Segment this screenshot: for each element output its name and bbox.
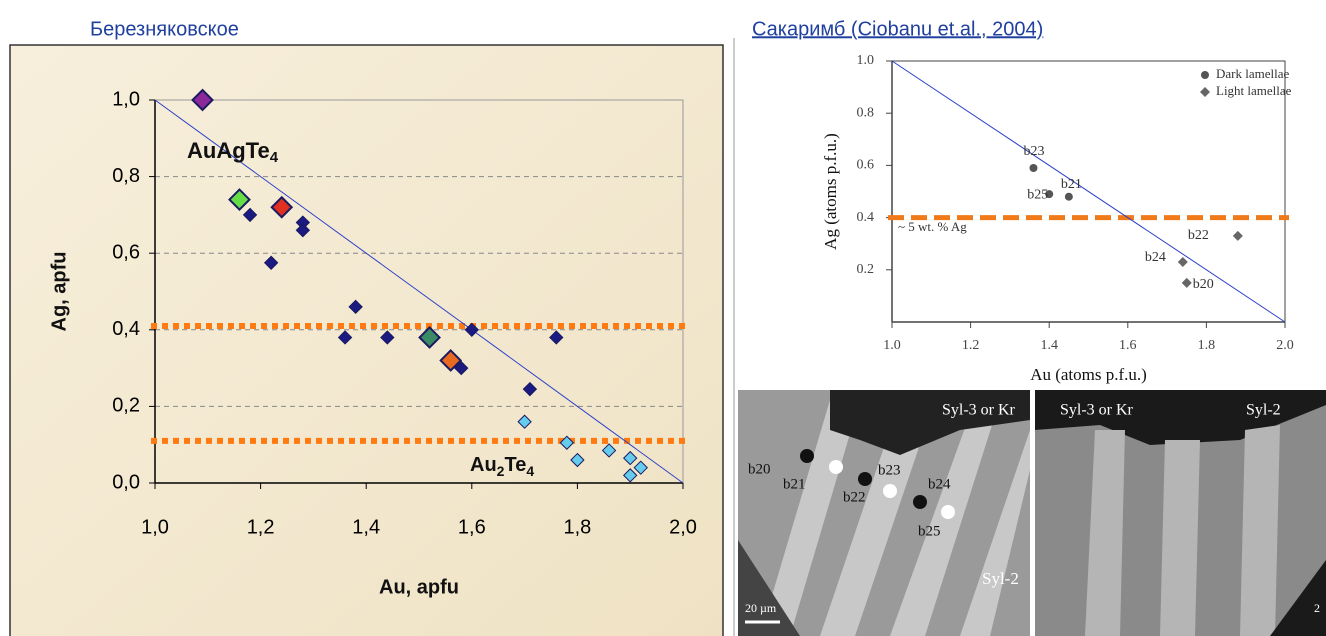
spot [800,449,814,463]
photo-label: b25 [918,523,941,539]
photo-label: Syl-2 [982,569,1019,588]
annotation-sub: 2 [497,463,505,479]
photo-label: b23 [878,462,901,478]
figure: Березняковское Сакаримб (Ciobanu et.al.,… [0,0,1326,636]
chart-title: Березняковское [90,18,239,40]
y-tick-label: 0.2 [857,262,875,277]
annotation-part: Te [504,454,526,476]
spot [829,460,843,474]
spot [913,495,927,509]
x-tick-label: 1.2 [962,338,980,353]
photo-label: 2 [1314,601,1320,615]
point [1029,164,1037,172]
annotation-part: AuAgTe [187,138,270,163]
photo-label: 20 µm [745,601,777,615]
spot [858,472,872,486]
x-tick-label: 1,6 [458,516,486,538]
x-tick-label: 1,2 [247,516,275,538]
y-axis-title: Ag (atoms p.f.u.) [821,133,840,250]
y-tick-label: 0,6 [112,241,140,263]
x-tick-label: 1.0 [883,338,901,353]
left-panel [10,45,723,636]
annotation-sub: 4 [270,149,279,166]
photo-label: Syl-3 or Kr [1060,402,1134,419]
y-tick-label: 0,4 [112,318,140,340]
photo-label: b21 [783,476,806,492]
photo-label: Syl-3 or Kr [942,402,1016,419]
y-tick-label: 0,8 [112,165,140,187]
y-tick-label: 0,0 [112,471,140,493]
chart-title: Сакаримб (Ciobanu et.al., 2004) [752,18,1043,40]
x-tick-label: 2,0 [669,516,697,538]
annotation-sub: 4 [526,463,534,479]
x-tick-label: 1,4 [352,516,380,538]
point [1065,193,1073,201]
photo: Syl-3 or Kr b20 b21 b22 b23 b24 b25 Syl-… [738,390,1030,636]
annotation-part: Au [470,454,497,476]
x-axis-title: Au, apfu [379,576,459,598]
point-label: b22 [1188,228,1209,243]
y-axis-title: Ag, apfu [48,252,70,332]
point-label: b23 [1023,144,1044,159]
stripes [1085,425,1280,636]
legend-label: Light lamellae [1216,83,1292,98]
y-tick-label: 0.8 [857,105,875,120]
point-label: b25 [1027,187,1048,202]
page: Березняковское Сакаримб (Ciobanu et.al.,… [0,0,1326,636]
photo-label: Syl-2 [1246,402,1281,419]
y-tick-label: 0.4 [857,210,875,225]
y-tick-label: 1.0 [857,53,875,68]
legend-marker [1201,71,1209,79]
x-tick-label: 1.6 [1119,338,1137,353]
point-label: b24 [1145,250,1166,265]
spot [941,505,955,519]
photo-label: b22 [843,489,866,505]
x-tick-label: 1,0 [141,516,169,538]
x-tick-label: 1.8 [1198,338,1216,353]
x-tick-label: 1.4 [1040,338,1058,353]
y-tick-label: 0.6 [857,158,875,173]
photo-label: b24 [928,476,951,492]
x-tick-label: 2.0 [1276,338,1294,353]
spot [883,484,897,498]
point-label: b20 [1193,277,1214,292]
x-axis-title: Au (atoms p.f.u.) [1030,365,1147,384]
photo-label: b20 [748,461,771,477]
annotation: AuAgTe4 [187,138,279,166]
y-tick-label: 0,2 [112,395,140,417]
x-tick-label: 1,8 [563,516,591,538]
photo: Syl-3 or Kr Syl-2 2 [1035,390,1326,636]
annotation: ~ 5 wt. % Ag [898,219,967,234]
point-label: b21 [1061,177,1082,192]
y-tick-label: 1,0 [112,88,140,110]
legend-label: Dark lamellae [1216,66,1289,81]
